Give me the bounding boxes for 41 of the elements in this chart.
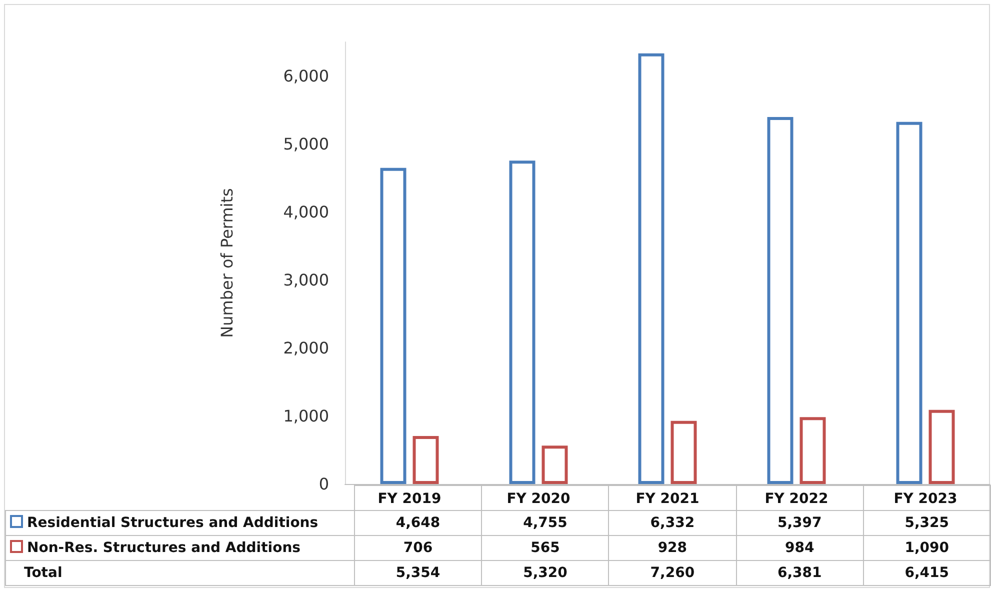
data-label: 984 xyxy=(736,536,864,560)
bar xyxy=(509,160,536,484)
y-tick-label: 0 xyxy=(318,474,329,494)
y-tick-label: 2,000 xyxy=(283,338,329,358)
legend-label: Non-Res. Structures and Additions xyxy=(6,536,354,560)
bar xyxy=(896,122,922,484)
x-tick-label: FY 2020 xyxy=(506,491,571,507)
x-tick-label: FY 2022 xyxy=(764,491,828,507)
data-label: 565 xyxy=(482,536,609,560)
data-label: 6,332 xyxy=(608,510,736,536)
bar xyxy=(800,417,826,484)
data-label: 5,397 xyxy=(736,510,864,536)
text: 5,354 xyxy=(354,560,482,586)
data-label: 4,648 xyxy=(354,510,482,536)
bar xyxy=(928,410,955,484)
x-tick-label: FY 2021 xyxy=(636,491,700,507)
bar xyxy=(638,53,664,484)
text: Total xyxy=(6,560,354,586)
bar xyxy=(380,168,406,484)
text: 7,260 xyxy=(608,560,736,586)
y-axis-title: Number of Permits xyxy=(218,188,236,338)
text: 6,381 xyxy=(736,560,864,586)
legend-label: Residential Structures and Additions xyxy=(6,510,354,536)
y-tick-label: 4,000 xyxy=(283,202,329,222)
bar xyxy=(412,436,439,484)
text: 5,320 xyxy=(482,560,609,586)
bar xyxy=(670,420,697,484)
x-tick-label: FY 2019 xyxy=(378,491,442,507)
data-label: 706 xyxy=(354,536,482,560)
y-tick-label: 6,000 xyxy=(283,66,329,86)
x-tick-label: FY 2023 xyxy=(894,491,958,507)
data-label: 928 xyxy=(608,536,736,560)
y-tick-label: 3,000 xyxy=(283,270,329,290)
y-tick-label: 1,000 xyxy=(283,406,329,426)
data-label: 1,090 xyxy=(863,536,990,560)
text: 6,415 xyxy=(863,560,990,586)
data-label: 5,325 xyxy=(863,510,990,536)
bar xyxy=(767,117,794,484)
bar xyxy=(542,446,568,484)
data-label: 4,755 xyxy=(482,510,609,536)
y-tick-label: 5,000 xyxy=(283,134,329,154)
